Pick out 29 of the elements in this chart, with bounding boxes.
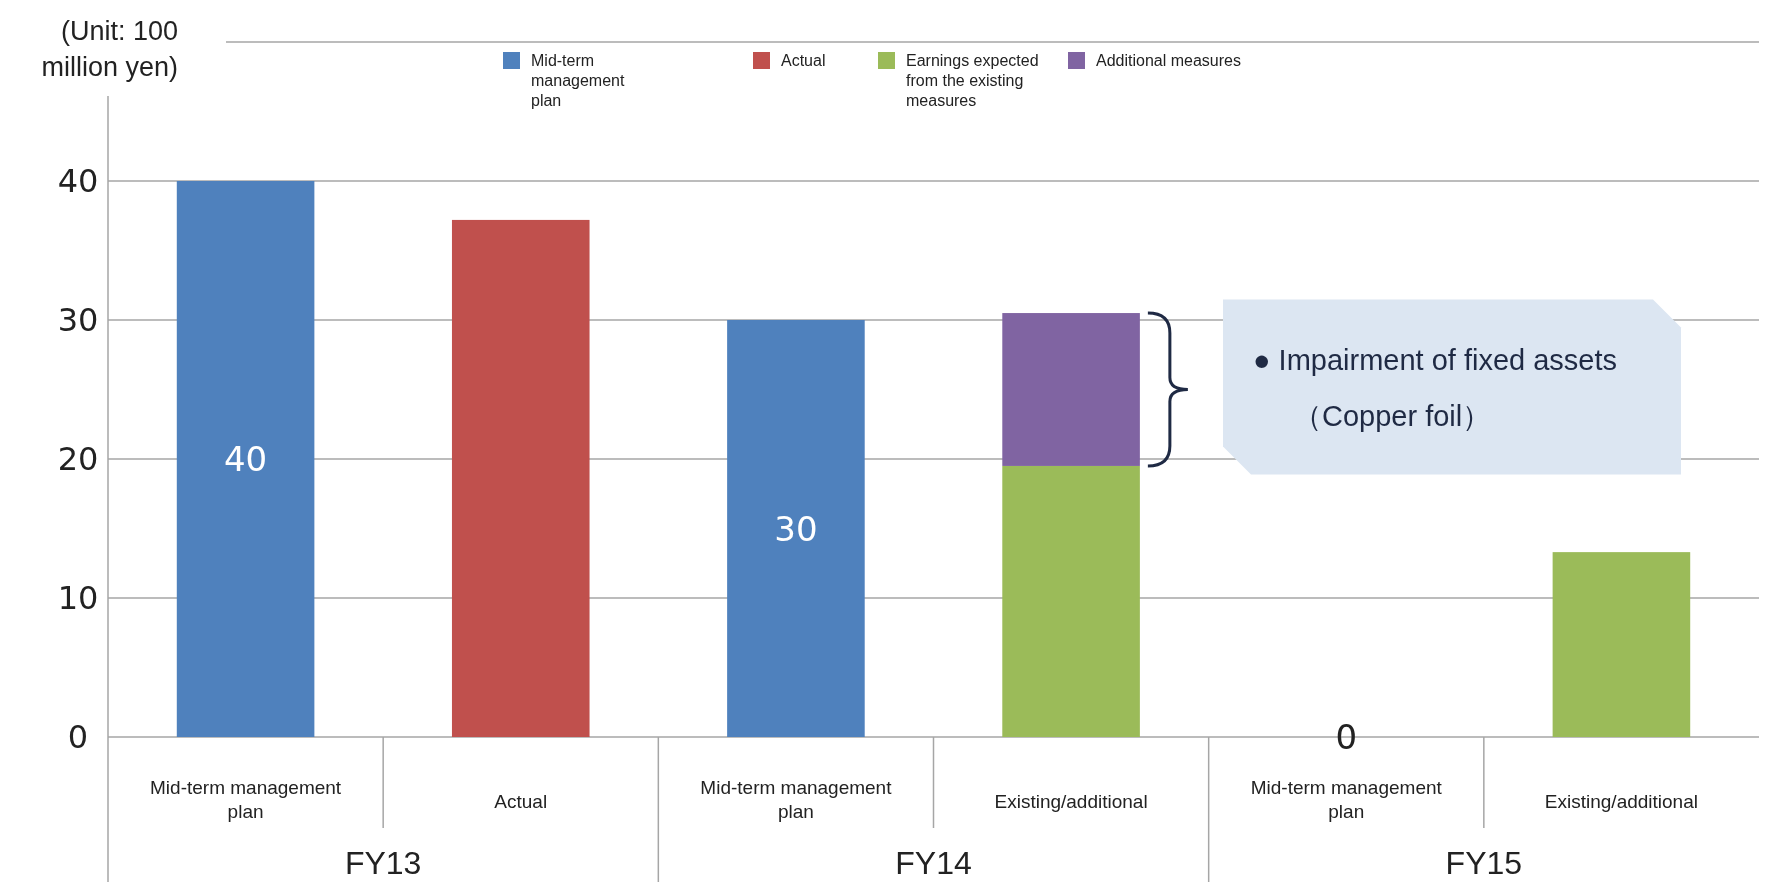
legend-label: Earnings expected from the existing measures — [906, 52, 1039, 109]
bar — [176, 181, 315, 737]
data-label: 40 — [223, 439, 268, 479]
x-tick-label: Mid-term management plan — [1250, 777, 1443, 822]
text: FY15 — [1445, 845, 1523, 881]
x-tick-label: Actual — [494, 791, 548, 812]
bar — [1552, 552, 1691, 737]
x-tick-label: Existing/additional — [994, 791, 1148, 812]
data-label: 30 — [774, 508, 818, 549]
data-label: 0 — [1335, 717, 1358, 757]
legend-label: Actual — [781, 52, 826, 69]
y-tick-label: 30 — [57, 301, 99, 339]
bar — [1002, 313, 1140, 466]
text: FY13 — [344, 845, 422, 881]
x-tick-label: Mid-term management plan — [700, 777, 893, 822]
y-tick-label: 0 — [67, 718, 89, 756]
y-tick-label: 40 — [57, 162, 99, 200]
legend-label: Additional measures — [1096, 52, 1241, 69]
y-axis-title: (Unit: 100 million yen) — [41, 16, 178, 82]
bar — [451, 219, 590, 737]
x-tick-label: Mid-term management plan — [150, 777, 342, 822]
bar — [1002, 465, 1140, 737]
text: FY14 — [895, 845, 972, 881]
y-tick-label: 20 — [57, 440, 99, 478]
bar — [727, 320, 865, 737]
x-tick-label: Existing/additional — [1544, 791, 1698, 812]
y-tick-label: 10 — [57, 579, 99, 617]
legend-label: Mid-term management plan — [531, 52, 625, 109]
annotation: ● Impairment of fixed assets （Copper foil） — [1253, 343, 1618, 432]
